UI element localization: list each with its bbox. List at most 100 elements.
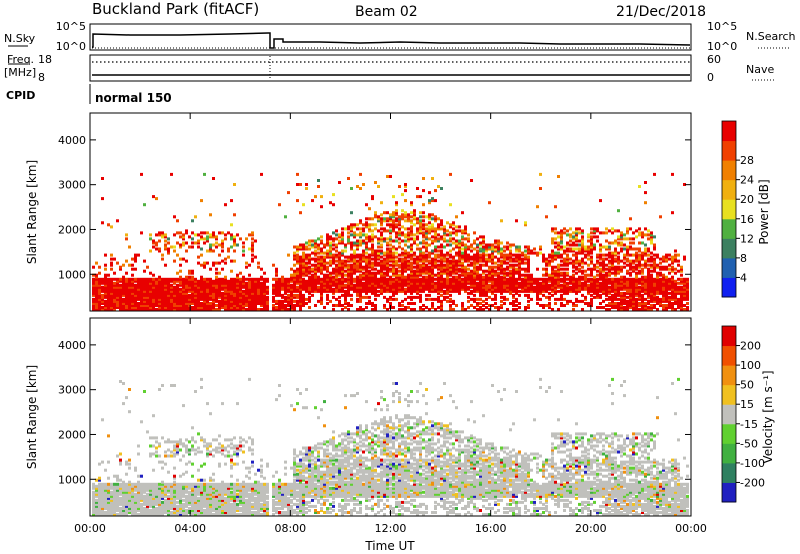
heatmap-cell [599, 271, 602, 275]
heatmap-cell [242, 275, 245, 279]
heatmap-cell [146, 304, 149, 307]
heatmap-cell [425, 227, 428, 231]
heatmap-cell [272, 277, 275, 281]
heatmap-cell [446, 263, 449, 267]
heatmap-cell [209, 295, 212, 299]
heatmap-cell [212, 261, 215, 265]
heatmap-cell [602, 267, 605, 271]
heatmap-cell [506, 261, 509, 265]
heatmap-cell [119, 460, 122, 464]
heatmap-cell [425, 255, 428, 259]
heatmap-cell [512, 287, 515, 291]
heatmap-cell [524, 293, 527, 297]
heatmap-cell [599, 275, 602, 279]
heatmap-cell [482, 239, 485, 243]
heatmap-cell [623, 265, 626, 269]
heatmap-cell [422, 304, 425, 307]
heatmap-cell [383, 285, 386, 289]
heatmap-cell [551, 289, 554, 293]
heatmap-cell [332, 287, 335, 291]
heatmap-cell [359, 269, 362, 273]
heatmap-cell [479, 267, 482, 271]
heatmap-cell [110, 289, 113, 293]
heatmap-cell [113, 509, 116, 512]
heatmap-cell [437, 267, 440, 271]
heatmap-cell [671, 295, 674, 299]
heatmap-cell [497, 279, 500, 283]
heatmap-cell [458, 291, 461, 295]
heatmap-cell [611, 293, 614, 297]
heatmap-cell [137, 291, 140, 295]
heatmap-cell [422, 177, 425, 180]
heatmap-cell [179, 291, 182, 295]
heatmap-cell [599, 245, 602, 249]
heatmap-cell [563, 231, 566, 235]
heatmap-cell [116, 289, 119, 293]
heatmap-cell [224, 203, 227, 207]
heatmap-cell [542, 279, 545, 283]
heatmap-cell [131, 281, 134, 285]
heatmap-cell [254, 295, 257, 299]
heatmap-cell [266, 306, 269, 309]
heatmap-cell [512, 308, 515, 311]
heatmap-cell [566, 263, 569, 267]
heatmap-cell [422, 271, 425, 275]
heatmap-cell [401, 247, 404, 251]
heatmap-cell [398, 277, 401, 281]
heatmap-cell [608, 259, 611, 263]
heatmap-cell [650, 304, 653, 307]
heatmap-cell [473, 265, 476, 269]
heatmap-cell [557, 285, 560, 289]
heatmap-cell [365, 302, 368, 305]
heatmap-cell [395, 223, 398, 227]
heatmap-cell [248, 281, 251, 285]
heatmap-cell [569, 285, 572, 289]
heatmap-cell [212, 304, 215, 307]
heatmap-cell [683, 281, 686, 285]
heatmap-cell [581, 245, 584, 249]
heatmap-cell [254, 297, 257, 301]
heatmap-cell [506, 279, 509, 283]
heatmap-cell [557, 243, 560, 247]
heatmap-cell [566, 229, 569, 233]
heatmap-cell [176, 287, 179, 291]
heatmap-cell [407, 239, 410, 243]
heatmap-cell [407, 245, 410, 249]
heatmap-cell [275, 293, 278, 297]
heatmap-cell [596, 285, 599, 289]
heatmap-cell [344, 249, 347, 253]
heatmap-cell [128, 277, 131, 281]
heatmap-cell [323, 243, 326, 247]
heatmap-cell [341, 293, 344, 297]
heatmap-cell [134, 289, 137, 293]
heatmap-cell [389, 225, 392, 229]
heatmap-cell [176, 297, 179, 301]
heatmap-cell [119, 496, 122, 500]
heatmap-cell [566, 243, 569, 247]
heatmap-cell [164, 304, 167, 307]
heatmap-cell [434, 233, 437, 237]
heatmap-cell [644, 233, 647, 237]
heatmap-cell [389, 175, 392, 178]
heatmap-cell [299, 255, 302, 259]
heatmap-cell [221, 279, 224, 283]
heatmap-cell [497, 275, 500, 279]
heatmap-cell [635, 277, 638, 281]
heatmap-cell [215, 235, 218, 239]
heatmap-cell [497, 308, 500, 311]
heatmap-cell [635, 271, 638, 275]
heatmap-cell [422, 225, 425, 229]
heatmap-cell [515, 285, 518, 289]
heatmap-cell [197, 233, 200, 237]
heatmap-cell [638, 261, 641, 265]
heatmap-cell [296, 295, 299, 299]
heatmap-cell [134, 299, 137, 303]
heatmap-cell [617, 243, 620, 247]
heatmap-cell [389, 257, 392, 261]
heatmap-cell [440, 289, 443, 293]
heatmap-cell [641, 285, 644, 289]
heatmap-cell [374, 235, 377, 239]
heatmap-cell [227, 287, 230, 291]
heatmap-cell [431, 229, 434, 233]
heatmap-cell [119, 289, 122, 293]
